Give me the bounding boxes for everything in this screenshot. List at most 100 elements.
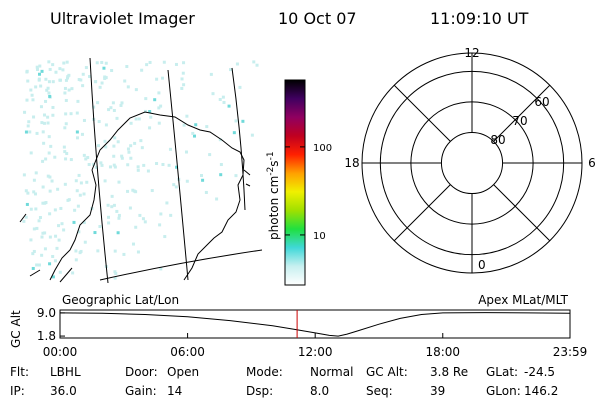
hour-label: 6 (588, 156, 596, 170)
speckle (35, 67, 39, 71)
map (22, 60, 259, 280)
speckle (168, 147, 172, 151)
speckle (48, 175, 52, 179)
speckle (24, 189, 28, 193)
speckle (219, 163, 223, 167)
speckle (64, 98, 68, 102)
hour-label: 18 (344, 156, 359, 170)
speckle (77, 173, 81, 177)
speckle (150, 189, 154, 193)
speckle (32, 178, 36, 182)
speckle (104, 123, 108, 127)
speckle (107, 221, 111, 225)
speckle (113, 270, 117, 274)
speckle (218, 138, 222, 142)
speckle (47, 60, 51, 64)
speckle (86, 155, 90, 159)
coastline (91, 111, 245, 281)
parallel (99, 249, 263, 281)
speckle (84, 66, 88, 70)
speckle (35, 263, 39, 267)
speckle (87, 163, 91, 167)
speckle (96, 249, 100, 253)
speckle (113, 136, 117, 140)
title: Ultraviolet Imager (50, 9, 195, 28)
speckle (110, 68, 114, 72)
speckle (57, 224, 61, 228)
speckle (211, 92, 215, 96)
speckle (112, 144, 116, 148)
speckle (43, 231, 47, 235)
speckle (48, 235, 52, 239)
speckle (234, 119, 238, 123)
speckle (51, 113, 55, 117)
altitude-plot: Geographic Lat/Lon Apex MLat/MLT GC Alt 9.0… (9, 293, 587, 359)
speckle (51, 80, 55, 84)
meridian (89, 57, 109, 284)
speckle (79, 78, 83, 82)
speckle (222, 100, 226, 104)
field-value: 146.2 (524, 384, 558, 398)
speckle (182, 61, 186, 65)
speckle (78, 193, 82, 197)
speckle (38, 64, 42, 68)
speckle (174, 62, 178, 66)
speckle (106, 203, 110, 207)
speckle (64, 112, 68, 116)
speckle (27, 120, 31, 124)
speckle (82, 221, 86, 225)
field-label: GLat: (486, 365, 518, 379)
speckle (117, 180, 121, 184)
speckle (44, 157, 48, 161)
speckle (209, 72, 213, 76)
speckle (159, 104, 163, 108)
speckle (110, 205, 114, 209)
speckle (64, 157, 68, 161)
speckle (47, 80, 51, 84)
speckle (62, 145, 66, 149)
speckle (83, 240, 87, 244)
speckle (136, 165, 140, 169)
speckle (111, 101, 115, 105)
speckle (39, 105, 43, 109)
speckle (48, 67, 52, 71)
label-part: -2 (266, 167, 276, 176)
speckle (219, 173, 223, 177)
speckle (184, 150, 188, 154)
speckle (63, 126, 67, 130)
speckle (107, 108, 111, 112)
speckle (232, 131, 236, 135)
speckle (157, 106, 161, 110)
speckle (75, 189, 79, 193)
speckle (29, 151, 33, 155)
speckle (123, 79, 127, 83)
speckle (78, 251, 82, 255)
spoke (393, 184, 451, 242)
speckle (70, 87, 74, 91)
speckle (110, 194, 114, 198)
speckle (71, 271, 75, 275)
field-value: 3.8 Re (430, 365, 468, 379)
speckle (120, 154, 124, 158)
speckle (46, 121, 50, 125)
speckle (185, 114, 189, 118)
speckle (112, 108, 116, 112)
speckle (113, 276, 117, 280)
speckle (76, 99, 80, 103)
meridian (231, 67, 246, 211)
speckle (46, 86, 50, 90)
speckle (59, 206, 63, 210)
speckle (51, 275, 55, 279)
speckle (37, 77, 41, 81)
speckle (24, 215, 28, 219)
field-label: Dsp: (246, 384, 273, 398)
speckle (63, 86, 67, 90)
speckle (215, 197, 219, 201)
field-label: GLon: (486, 384, 521, 398)
speckle (250, 133, 254, 137)
speckle (58, 67, 62, 71)
speckle (35, 131, 39, 135)
x-tick-label: 23:59 (553, 345, 588, 359)
speckle (109, 106, 113, 110)
